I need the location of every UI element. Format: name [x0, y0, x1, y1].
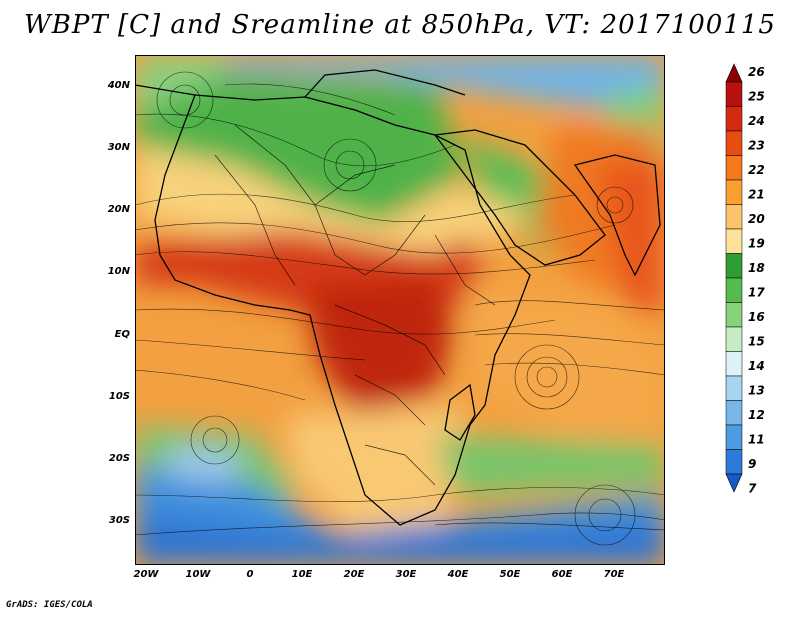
lon-label-30e: 30E: [395, 569, 417, 580]
colorbar-label: 19: [748, 237, 765, 251]
colorbar-swatch: [725, 155, 743, 181]
colorbar-swatch: [725, 351, 743, 377]
colorbar-label: 21: [748, 188, 765, 202]
colorbar-swatch: [725, 130, 743, 156]
colorbar-swatch: [725, 106, 743, 132]
colorbar-label: 17: [748, 286, 765, 300]
lon-label-50e: 50E: [499, 569, 521, 580]
lat-label-10s: 10S: [108, 391, 130, 402]
colorbar-swatch: [725, 228, 743, 254]
colorbar-swatch: [725, 424, 743, 450]
colorbar-swatch: [725, 204, 743, 230]
colorbar-swatch: [725, 375, 743, 401]
colorbar-swatch: [725, 81, 743, 107]
map-canvas: [135, 55, 665, 565]
lon-label-60e: 60E: [551, 569, 573, 580]
colorbar-swatch: [725, 449, 743, 475]
lon-label-10w: 10W: [185, 569, 211, 580]
borders: [214, 124, 496, 486]
lat-label-eq: EQ: [114, 329, 130, 340]
lon-label-20e: 20E: [343, 569, 365, 580]
lon-label-20w: 20W: [133, 569, 159, 580]
colorbar-label: 16: [748, 310, 765, 324]
colorbar-swatch: [725, 179, 743, 205]
colorbar-swatch: [725, 400, 743, 426]
colorbar-label: 26: [748, 65, 765, 79]
colorbar-label: 24: [748, 114, 765, 128]
streamlines: [135, 71, 665, 546]
colorbar-label: 22: [748, 163, 765, 177]
colorbar-label: 12: [748, 408, 765, 422]
colorbar-swatch: [725, 253, 743, 279]
colorbar: 26 25 24 23 22 21 20 19 18 17 16 15 14 13 12 11 9 7: [720, 60, 800, 560]
colorbar-label: 23: [748, 139, 765, 153]
lat-label-20n: 20N: [107, 204, 130, 215]
lon-label-10e: 10E: [291, 569, 313, 580]
colorbar-top-arrow: [725, 63, 743, 83]
grads-credit: GrADS: IGES/COLA: [6, 600, 93, 610]
colorbar-label: 20: [748, 212, 765, 226]
colorbar-label: 13: [748, 384, 765, 398]
lat-label-10n: 10N: [107, 266, 130, 277]
colorbar-label: 18: [748, 261, 765, 275]
colorbar-swatch: [725, 326, 743, 352]
lon-label-70e: 70E: [603, 569, 625, 580]
colorbar-label: 11: [748, 433, 765, 447]
lat-label-20s: 20S: [108, 453, 130, 464]
colorbar-label: 9: [748, 457, 756, 471]
colorbar-swatch: [725, 277, 743, 303]
wbpt-map: [135, 55, 665, 565]
lon-label-0: 0: [246, 569, 254, 580]
colorbar-label: 15: [748, 335, 765, 349]
lat-label-40n: 40N: [107, 80, 130, 91]
map-title: WBPT [C] and Sreamline at 850hPa, VT: 20…: [24, 10, 776, 40]
colorbar-bottom-arrow: [725, 473, 743, 493]
colorbar-svg: 26 25 24 23 22 21 20 19 18 17 16 15 14 13 12 11 9 7: [725, 63, 765, 496]
colorbar-swatch: [725, 302, 743, 328]
coastlines: [135, 69, 661, 526]
lon-label-40e: 40E: [447, 569, 469, 580]
colorbar-label: 25: [748, 90, 765, 104]
colorbar-label: 14: [748, 359, 765, 373]
lat-label-30n: 30N: [107, 142, 130, 153]
colorbar-label: 7: [748, 482, 757, 496]
lat-label-30s: 30S: [108, 515, 130, 526]
